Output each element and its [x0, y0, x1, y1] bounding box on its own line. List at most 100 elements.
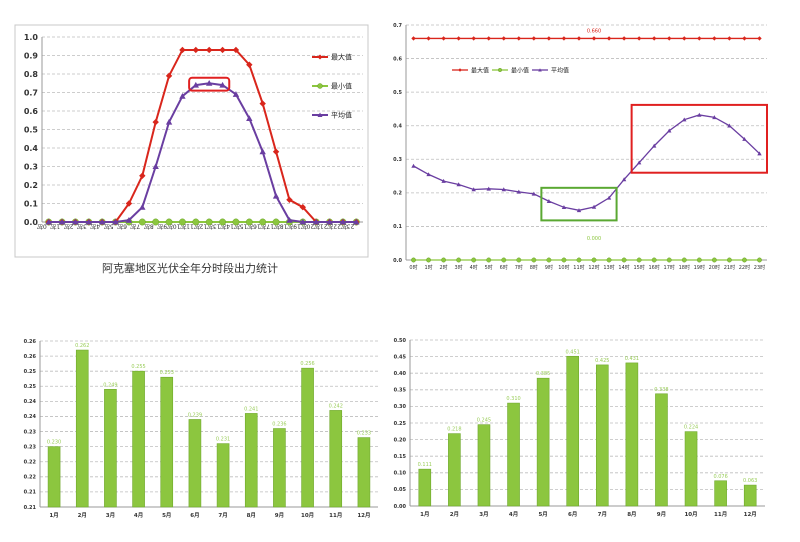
x-tick-label: 16时 — [649, 264, 660, 271]
x-tick-label: 22时 — [739, 264, 750, 271]
circle-marker — [245, 218, 253, 226]
circle-marker — [192, 218, 200, 226]
diamond-marker — [727, 36, 732, 41]
diamond-marker — [317, 54, 323, 60]
bar-12月 — [357, 437, 371, 508]
triangle-marker — [192, 81, 200, 88]
triangle-marker — [286, 216, 293, 223]
x-tick-label: 14时 — [618, 264, 629, 271]
triangle-marker — [636, 160, 642, 165]
triangle-marker — [606, 195, 612, 200]
bar-data-label: 0.245 — [477, 418, 491, 424]
y-tick-label: 0.21 — [24, 505, 37, 511]
highlight-box — [630, 103, 768, 174]
y-tick-label: 0.26 — [24, 354, 37, 360]
x-tick-label: 18时 — [274, 223, 288, 230]
triangle-marker — [651, 143, 657, 148]
x-tick-label: 5月 — [162, 511, 171, 519]
bar-10月 — [301, 367, 314, 508]
y-tick-label: 1.0 — [24, 33, 39, 42]
bar-data-label: 0.253 — [160, 370, 174, 376]
diamond-marker — [192, 46, 200, 54]
bar-data-label: 0.076 — [713, 474, 727, 480]
triangle-marker — [232, 91, 240, 97]
bar-data-label: 0.451 — [566, 349, 580, 355]
x-tick-label: 20时 — [709, 264, 720, 271]
diamond-marker — [139, 172, 146, 179]
y-tick-label: 0.25 — [24, 369, 37, 375]
bar-11月 — [714, 480, 727, 507]
x-tick-label: 9时 — [545, 264, 553, 271]
legend-label: 最大值 — [471, 67, 489, 75]
y-tick-label: 0.00 — [394, 504, 407, 510]
bar-4月 — [132, 370, 145, 508]
x-tick-label: 8时 — [144, 223, 154, 230]
y-tick-label: 0.22 — [24, 475, 37, 481]
x-tick-label: 4时 — [470, 264, 478, 271]
diamond-marker — [471, 36, 476, 41]
x-tick-label: 13时 — [207, 223, 221, 230]
x-tick-label: 8时 — [530, 264, 538, 271]
y-tick-label: 0.8 — [24, 70, 39, 79]
chart2-hourly-average: 0.0 0.1 0.2 0.3 0.4 0.5 0.6 0.7 0时 1时 2时 3时 4时 5时 6时 7时… — [393, 23, 768, 271]
diamond-marker — [561, 36, 567, 41]
diamond-marker — [486, 36, 491, 41]
chart1-caption: 阿克塞地区光伏全年分时段出力统计 — [102, 261, 278, 275]
triangle-marker — [139, 204, 146, 210]
y-tick-label: 0.6 — [24, 107, 39, 116]
bar-7月 — [216, 443, 230, 508]
x-tick-label: 11月 — [329, 511, 342, 519]
y-tick-label: 0.23 — [24, 429, 37, 435]
circle-marker — [272, 218, 280, 226]
triangle-marker — [712, 115, 717, 120]
y-tick-label: 0.35 — [394, 388, 407, 394]
diamond-marker — [546, 36, 552, 41]
circle-marker — [696, 257, 702, 263]
circle-marker — [757, 257, 762, 263]
x-tick-label: 16时 — [247, 223, 261, 230]
x-tick-label: 7月 — [218, 511, 227, 519]
diamond-marker — [591, 36, 597, 41]
diamond-marker — [576, 36, 582, 41]
legend-label: 平均值 — [551, 67, 569, 75]
triangle-marker — [85, 218, 93, 225]
bar-data-label: 0.249 — [103, 382, 117, 388]
bar-7月 — [595, 364, 609, 507]
x-tick-label: 2月 — [78, 511, 87, 519]
triangle-marker — [58, 218, 66, 225]
bar-data-label: 0.262 — [75, 343, 89, 349]
bar-data-label: 0.385 — [536, 371, 550, 377]
diamond-marker — [757, 36, 762, 41]
triangle-marker — [125, 216, 133, 223]
x-tick-label: 3月 — [479, 510, 488, 518]
triangle-marker — [45, 218, 52, 225]
y-tick-label: 0.22 — [24, 459, 37, 465]
circle-marker — [138, 218, 146, 226]
diamond-marker — [621, 36, 627, 41]
bar-12月 — [743, 484, 757, 507]
triangle-marker — [246, 115, 253, 121]
triangle-marker — [456, 182, 461, 187]
triangle-marker — [727, 123, 732, 128]
x-tick-label: 8月 — [627, 510, 636, 518]
y-tick-label: 0.30 — [394, 404, 407, 410]
x-tick-label: 12月 — [744, 510, 757, 518]
diamond-marker — [272, 148, 280, 155]
bar-6月 — [188, 419, 202, 508]
y-tick-label: 0.21 — [24, 490, 37, 496]
legend-label: 最小值 — [511, 67, 529, 75]
x-tick-label: 12时 — [588, 264, 599, 271]
triangle-marker — [516, 189, 522, 194]
x-tick-label: 17时 — [664, 264, 675, 271]
circle-marker — [561, 257, 567, 263]
x-tick-label: 8月 — [247, 511, 256, 519]
y-tick-label: 0.40 — [394, 371, 407, 377]
diamond-marker — [125, 200, 133, 207]
bar-data-label: 0.255 — [131, 364, 145, 370]
circle-marker — [531, 257, 537, 263]
x-tick-label: 0时 — [409, 264, 417, 271]
bar-6月 — [566, 355, 580, 507]
diamond-marker — [426, 36, 431, 41]
y-tick-label: 0.1 — [393, 224, 402, 230]
